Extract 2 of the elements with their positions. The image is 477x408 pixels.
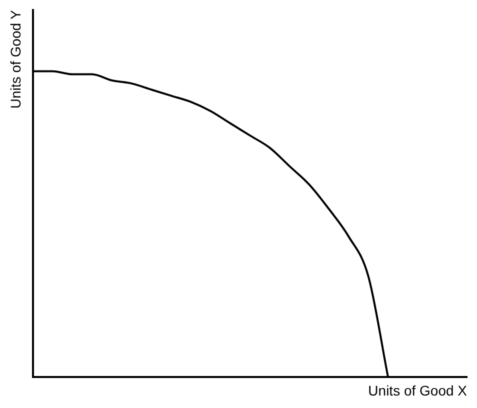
y-axis-title: Units of Good Y [7,9,24,109]
x-axis-title: Units of Good X [368,382,468,398]
